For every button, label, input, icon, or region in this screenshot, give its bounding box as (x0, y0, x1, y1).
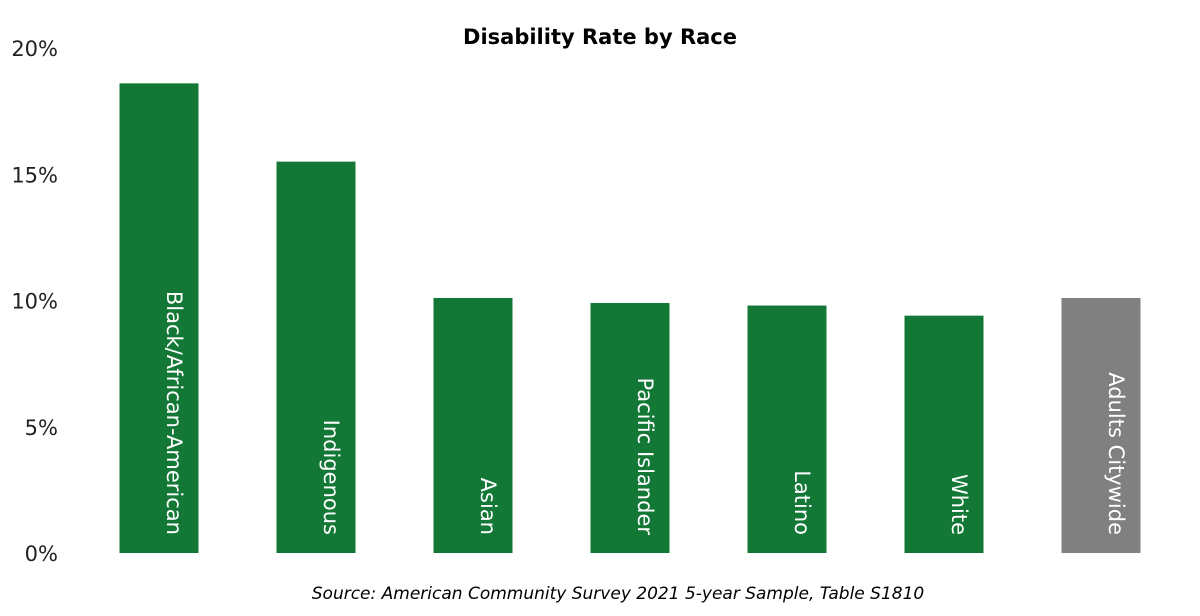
category-label: Black/African-American (162, 291, 186, 535)
bar (1061, 297, 1141, 553)
bar (590, 303, 670, 553)
chart-title: Disability Rate by Race (463, 25, 737, 49)
bar (904, 315, 984, 553)
y-axis: 0% 5% 10% 15% 20% (11, 37, 58, 566)
category-label: Asian (476, 478, 500, 535)
y-tick-label: 5% (25, 416, 58, 440)
bar (119, 83, 199, 553)
bar (276, 161, 356, 553)
category-label: Pacific Islander (633, 378, 657, 536)
source-note: Source: American Community Survey 2021 5… (312, 584, 924, 604)
category-label: Adults Citywide (1104, 372, 1128, 535)
y-tick-label: 0% (25, 542, 58, 566)
category-label: White (947, 474, 971, 535)
bar (433, 297, 513, 553)
bar (747, 305, 827, 553)
bars: Black/African-American Indigenous Asian Pac… (119, 83, 1141, 553)
y-tick-label: 10% (11, 290, 58, 314)
category-label: Indigenous (319, 420, 343, 535)
category-label: Latino (790, 470, 814, 535)
y-tick-label: 15% (11, 163, 58, 187)
y-tick-label: 20% (11, 37, 58, 61)
